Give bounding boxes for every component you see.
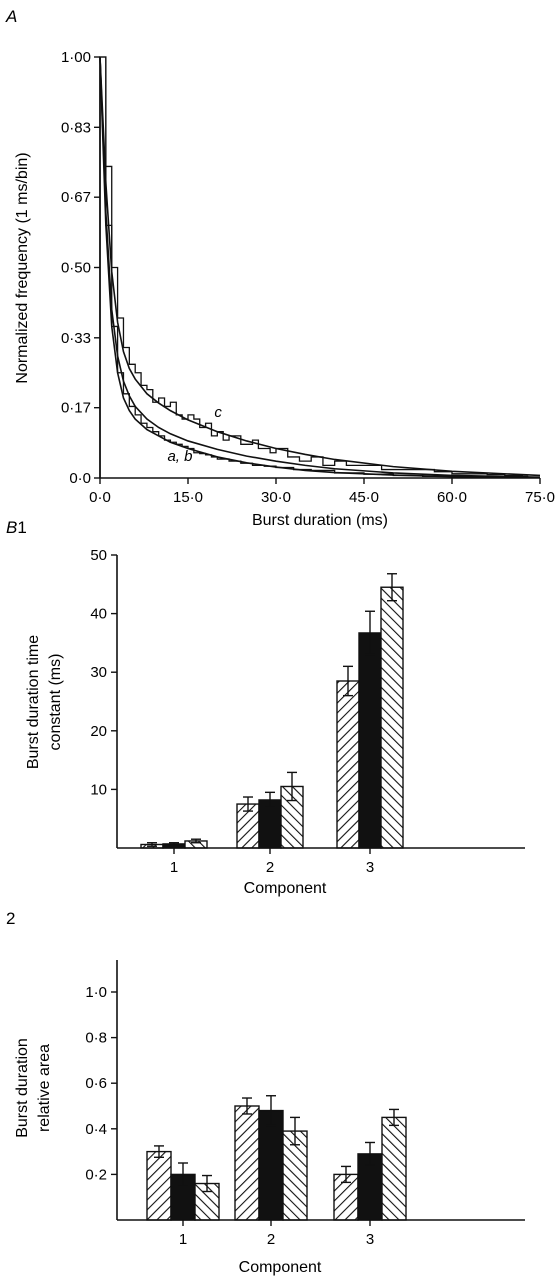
b2-x-tick-label: 1	[179, 1231, 187, 1248]
histogram-panel-a: 0·0 0·17 0·33 0·50 0·67 0·83 1·00 0·0 15·0 30·0 4…	[14, 49, 555, 529]
b1-bar-3-3	[380, 586, 404, 849]
panel-a-x-label: Burst duration (ms)	[252, 512, 388, 529]
b1-bar-3-2	[358, 632, 382, 849]
b2-y-tick-label: 0·6	[85, 1075, 107, 1092]
panel-b1-y-ticks: 10 20 30 40 50	[90, 547, 117, 798]
panel-a-y-tick-label: 0·17	[61, 400, 91, 417]
b1-x-tick-label: 1	[170, 859, 178, 876]
panel-b2-y-ticks: 0·2 0·4 0·6 0·8 1·0	[85, 984, 117, 1183]
panel-b2-bars	[146, 1095, 407, 1221]
panel-a-label: A	[5, 7, 17, 26]
fit-curve-c	[99, 56, 541, 477]
b2-bar-2-2	[258, 1109, 284, 1221]
panel-b1-label: B1	[6, 518, 27, 537]
panel-a-x-tick-label: 0·0	[89, 489, 111, 506]
b2-x-tick-label: 2	[267, 1231, 275, 1248]
panel-b2-y-label-line1: Burst duration	[14, 1038, 31, 1138]
b2-y-tick-label: 0·4	[85, 1121, 107, 1138]
b2-y-tick-label: 1·0	[85, 984, 107, 1001]
b1-y-tick-label: 20	[90, 723, 107, 740]
panel-a-y-tick-label: 0·33	[61, 330, 91, 347]
panel-b1-x-label: Component	[244, 880, 327, 897]
panel-a-y-tick-label: 0·83	[61, 119, 91, 136]
panel-b2-y-label-line2: relative area	[36, 1044, 53, 1132]
panel-b1-x-ticks: 1 2 3	[170, 848, 374, 876]
histogram-c-3	[99, 56, 529, 478]
panel-a-curve-labels: c a, b	[167, 404, 222, 465]
panel-b1-number: 1	[17, 518, 26, 537]
panel-b-letter: B	[6, 518, 17, 537]
b2-x-tick-label: 3	[366, 1231, 374, 1248]
panel-b2-x-label: Component	[239, 1259, 322, 1276]
panel-a-x-tick-label: 75·0	[525, 489, 555, 506]
histogram-a-4	[99, 56, 529, 479]
panel-a-y-tick-label: 0·50	[61, 260, 91, 277]
b1-y-tick-label: 30	[90, 664, 107, 681]
panel-a-series	[99, 56, 541, 479]
panel-a-y-tick-label: 1·00	[61, 49, 91, 66]
bar-panel-b2: 0·2 0·4 0·6 0·8 1·0 1 2 3 Component Burst dura…	[14, 960, 525, 1276]
panel-b1-bars	[140, 573, 404, 849]
panel-a-x-tick-label: 60·0	[437, 489, 467, 506]
b2-bar-1-1	[146, 1150, 172, 1221]
fit-curve-b	[99, 56, 541, 478]
panel-a-y-tick-label: 0·67	[61, 189, 91, 206]
b2-bar-2-1	[234, 1105, 260, 1221]
panel-a-y-ticks: 0·0 0·17 0·33 0·50 0·67 0·83 1·00	[61, 49, 100, 487]
b1-y-tick-label: 40	[90, 606, 107, 623]
panel-a-x-tick-label: 45·0	[349, 489, 379, 506]
fit-curve-a	[99, 56, 541, 479]
b1-y-tick-label: 10	[90, 781, 107, 798]
b1-x-tick-label: 3	[366, 859, 374, 876]
b1-x-tick-label: 2	[266, 859, 274, 876]
b1-bar-3-1	[336, 680, 360, 849]
panel-b2-label: 2	[6, 909, 15, 928]
panel-a-x-ticks: 0·0 15·0 30·0 45·0 60·0 75·0	[89, 478, 555, 506]
b1-y-tick-label: 50	[90, 547, 107, 564]
b2-y-tick-label: 0·8	[85, 1030, 107, 1047]
bar-panel-b1: 10 20 30 40 50 1 2 3 Component Burst duration …	[25, 547, 525, 897]
b2-bar-3-3	[381, 1116, 407, 1221]
panel-b2-x-ticks: 1 2 3	[179, 1220, 374, 1248]
panel-b1-y-label-line2: constant (ms)	[47, 654, 64, 751]
curve-label: c	[214, 404, 222, 421]
panel-a-x-tick-label: 15·0	[173, 489, 203, 506]
panel-a-x-tick-label: 30·0	[261, 489, 291, 506]
b2-y-tick-label: 0·2	[85, 1166, 107, 1183]
panel-b1-y-label-line1: Burst duration time	[25, 635, 42, 769]
panel-a-y-label: Normalized frequency (1 ms/bin)	[14, 152, 31, 383]
curve-label: a, b	[167, 448, 192, 465]
panel-a-y-tick-label: 0·0	[69, 470, 91, 487]
